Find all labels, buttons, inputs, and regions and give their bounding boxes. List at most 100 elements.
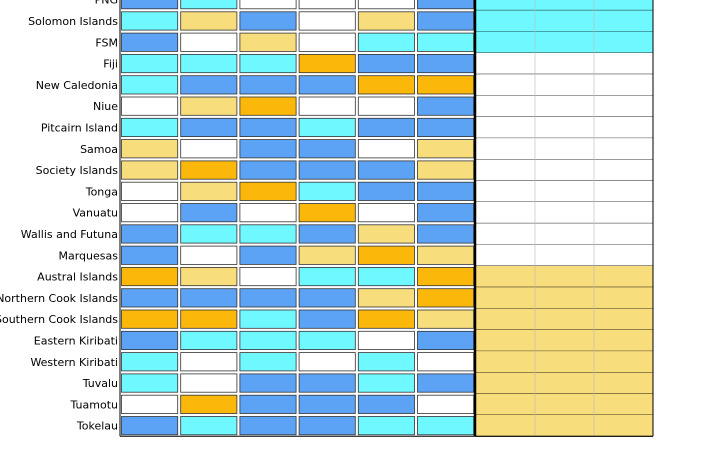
cell: [180, 330, 238, 350]
cell: [239, 0, 297, 10]
row-label: Southern Cook Islands: [0, 313, 118, 326]
row-label: Society Islands: [36, 164, 119, 177]
cell: [180, 0, 238, 10]
region-cell: [475, 244, 653, 266]
row-label: Solomon Islands: [28, 15, 118, 28]
region-cell: [475, 393, 653, 415]
cell: [239, 139, 297, 159]
cell: [121, 373, 179, 393]
cell: [417, 309, 475, 329]
cell: [357, 330, 415, 350]
cell: [239, 266, 297, 287]
row-label: Austral Islands: [37, 271, 118, 284]
cell: [357, 117, 415, 138]
cell: [298, 224, 356, 244]
cell: [180, 224, 238, 244]
region-cell: [475, 308, 653, 330]
cell: [180, 352, 238, 372]
cell: [180, 54, 238, 74]
row-label: FSM: [95, 36, 118, 49]
row-label: Tonga: [85, 185, 118, 198]
cell: [298, 11, 356, 31]
cell: [357, 416, 415, 436]
cell: [180, 394, 238, 414]
cell: [121, 266, 179, 287]
cell: [180, 181, 238, 201]
region-cell: [475, 223, 653, 245]
cell: [357, 54, 415, 74]
cell: [180, 139, 238, 159]
row-label: Samoa: [80, 143, 118, 156]
cell: [298, 75, 356, 95]
cell: [180, 11, 238, 31]
cell: [180, 160, 238, 180]
cell: [239, 330, 297, 350]
cell: [121, 75, 179, 95]
cell: [121, 54, 179, 74]
region-cell: [475, 52, 653, 75]
region-cell: [475, 180, 653, 202]
cell: [417, 373, 475, 393]
cell: [357, 75, 415, 95]
cell: [298, 330, 356, 350]
cell: [357, 203, 415, 223]
row-label: Niue: [93, 100, 118, 113]
cell: [357, 288, 415, 308]
cell: [417, 11, 475, 31]
cell: [180, 32, 238, 52]
cell: [357, 394, 415, 414]
cell: [121, 416, 179, 436]
region-cell: [475, 116, 653, 139]
cell: [298, 32, 356, 52]
cell: [298, 54, 356, 74]
cell: [239, 11, 297, 31]
cell: [298, 96, 356, 116]
cell: [417, 181, 475, 201]
row-label: New Caledonia: [36, 79, 118, 92]
cell: [121, 160, 179, 180]
cell: [298, 352, 356, 372]
row-label: Tokelau: [76, 420, 118, 433]
cell: [417, 330, 475, 350]
row-label: Northern Cook Islands: [0, 292, 118, 305]
cell: [121, 203, 179, 223]
cell: [298, 181, 356, 201]
cell: [298, 266, 356, 287]
cell: [298, 245, 356, 265]
cell: [298, 203, 356, 223]
cell: [180, 75, 238, 95]
cell: [239, 245, 297, 265]
cell: [180, 288, 238, 308]
cell: [417, 266, 475, 287]
cell: [357, 309, 415, 329]
cell: [357, 373, 415, 393]
cell: [357, 181, 415, 201]
cell: [121, 394, 179, 414]
row-label: Western Kiribati: [30, 356, 118, 369]
cell: [357, 139, 415, 159]
cell: [417, 0, 475, 10]
cell: [180, 309, 238, 329]
cell: [121, 309, 179, 329]
cell: [417, 139, 475, 159]
cell: [357, 245, 415, 265]
cell: [239, 181, 297, 201]
cell: [298, 139, 356, 159]
cell: [121, 181, 179, 201]
cell: [239, 117, 297, 138]
cell: [417, 32, 475, 52]
cell: [239, 373, 297, 393]
cell: [239, 288, 297, 308]
cell: [121, 224, 179, 244]
row-label: PNG: [95, 0, 118, 7]
cell: [121, 32, 179, 52]
region-cell: [475, 74, 653, 96]
cell: [239, 75, 297, 95]
cell: [357, 96, 415, 116]
cell: [239, 224, 297, 244]
cell: [239, 203, 297, 223]
cell: [239, 160, 297, 180]
cell: [357, 224, 415, 244]
cell: [357, 160, 415, 180]
